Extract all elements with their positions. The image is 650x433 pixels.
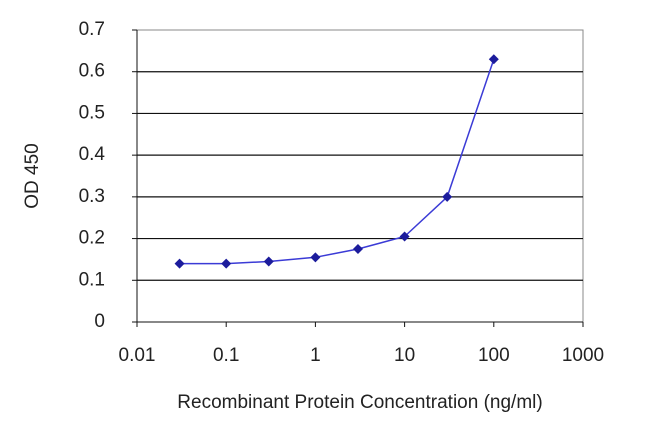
data-point [352,244,363,254]
x-tick-label: 1000 [562,345,604,366]
y-tick-label: 0.1 [79,269,105,290]
y-tick-label: 0.6 [79,61,105,82]
y-tick-label: 0.2 [79,228,105,249]
plot-frame [136,29,584,323]
data-point [442,191,453,202]
x-tick-label: 10 [394,345,415,366]
x-tick-label: 0.1 [213,345,239,366]
y-tick-label: 0.7 [79,19,105,40]
y-tick-label: 0.5 [79,102,105,123]
data-point [263,256,274,267]
data-point [310,252,321,263]
y-tick-label: 0 [94,311,105,332]
data-point [488,54,499,65]
y-tick-label: 0.3 [79,186,105,207]
data-point [221,258,232,269]
y-tick-label: 0.4 [79,144,106,165]
y-axis-label: OD 450 [22,143,43,208]
data-point [399,231,410,242]
data-line [179,58,495,265]
x-tick-label: 0.01 [119,345,156,366]
x-axis-label: Recombinant Protein Concentration (ng/ml… [177,392,542,413]
x-tick-label: 1 [310,345,321,366]
data-point [174,258,185,269]
x-tick-label: 100 [478,345,510,366]
